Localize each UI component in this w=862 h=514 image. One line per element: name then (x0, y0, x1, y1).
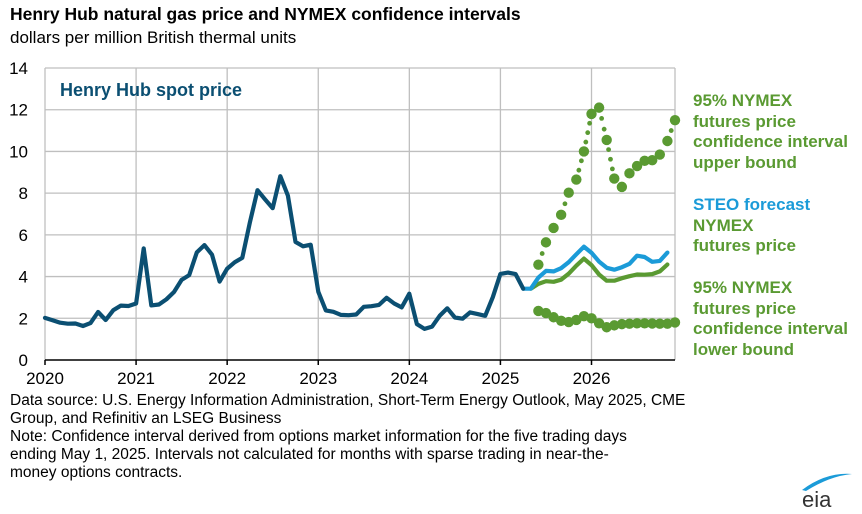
upper-bound-marker (571, 174, 582, 185)
y-tick-label: 0 (19, 351, 28, 370)
upper-bound-connector-dot (562, 201, 568, 207)
upper-bound-marker (609, 173, 620, 184)
x-tick-label: 2023 (299, 369, 337, 388)
x-tick-label: 2021 (117, 369, 155, 388)
chart-title: Henry Hub natural gas price and NYMEX co… (10, 4, 521, 24)
upper-bound-connector-dot (587, 120, 593, 126)
upper-bound-connector-dot (583, 139, 589, 145)
y-tick-label: 8 (19, 184, 28, 203)
y-tick-label: 2 (19, 309, 28, 328)
y-tick-label: 6 (19, 226, 28, 245)
upper-bound-label-line: upper bound (693, 152, 797, 172)
x-tick-label: 2022 (208, 369, 246, 388)
spot-price-line (42, 174, 526, 331)
upper-bound-connector-dot (585, 130, 591, 136)
upper-bound-connector-dot (609, 166, 615, 172)
lower-bound-marker (669, 317, 681, 328)
upper-bound-connector-dot (599, 116, 605, 121)
note-line: ending May 1, 2025. Intervals not calcul… (10, 446, 609, 463)
lower-bound-marker (654, 318, 666, 329)
y-axis-ticks: 0 2 4 6 8 10 12 14 (9, 59, 28, 370)
upper-bound-label-line: confidence interval (693, 132, 848, 151)
upper-bound-marker (578, 146, 590, 157)
upper-bound-marker (631, 160, 643, 172)
data-source-line: Group, and Refinitiv an LSEG Business (10, 410, 282, 427)
upper-bound-marker (533, 259, 544, 270)
steo-forecast-label: STEO forecast NYMEX futures price (693, 195, 810, 257)
data-source-line: Data source: U.S. Energy Information Adm… (10, 392, 686, 409)
upper-bound-label: 95% NYMEX futures price confidence inter… (693, 91, 848, 173)
upper-bound-connector-dot (608, 156, 613, 162)
upper-bound-marker (616, 181, 628, 193)
upper-bound-marker (548, 222, 559, 234)
upper-bound-label-line: futures price (693, 111, 796, 131)
lower-bound-label-line: confidence interval (693, 319, 848, 338)
upper-bound-marker (586, 108, 597, 120)
upper-bound-marker (662, 135, 673, 147)
x-tick-label: 2024 (390, 369, 428, 388)
upper-bound-marker (654, 149, 666, 160)
note-line: Note: Confidence interval derived from o… (10, 428, 627, 445)
upper-bound-marker (593, 102, 605, 113)
chart-subtitle: dollars per million British thermal unit… (10, 28, 297, 47)
lower-bound-marker (586, 313, 597, 324)
upper-bound-connector-dot (539, 251, 545, 256)
x-tick-label: 2026 (573, 369, 611, 388)
series-layer (42, 102, 681, 333)
nymex-futures-line (528, 256, 670, 291)
upper-bound-marker (624, 168, 635, 179)
lower-bound-label-line: lower bound (693, 339, 795, 359)
lower-bound-label-line: futures price (693, 298, 796, 318)
lower-bound-marker (647, 318, 658, 329)
nymex-label-line: futures price (693, 236, 796, 255)
upper-bound-connector-dot (606, 147, 611, 153)
steo-label-line: STEO forecast (693, 195, 811, 214)
upper-bound-connector-dot (601, 126, 607, 132)
upper-bound-marker (601, 134, 612, 146)
lower-bound-label-line: 95% NYMEX (693, 278, 793, 297)
eia-logo: eia (802, 473, 852, 510)
y-tick-label: 12 (9, 101, 28, 120)
upper-bound-marker (555, 209, 567, 221)
x-tick-label: 2020 (26, 369, 64, 388)
eia-logo-text: eia (802, 487, 832, 510)
lower-bound-marker (631, 318, 643, 329)
lower-bound-marker (616, 318, 628, 330)
steo-forecast-line (521, 244, 670, 291)
upper-bound-connector-dot (576, 167, 582, 173)
nymex-label-line: NYMEX (693, 215, 754, 235)
upper-bound-connector-dot (578, 158, 584, 164)
y-tick-label: 10 (9, 142, 28, 161)
lower-bound-marker (540, 307, 552, 319)
lower-bound-label: 95% NYMEX futures price confidence inter… (693, 278, 848, 360)
upper-bound-marker (639, 155, 650, 167)
upper-bound-marker (540, 237, 552, 248)
eia-logo-swoosh-icon (802, 473, 852, 491)
y-tick-label: 14 (9, 59, 28, 78)
note-line: money options contracts. (10, 464, 183, 481)
y-tick-label: 4 (19, 268, 28, 287)
lower-bound-marker (639, 318, 650, 329)
upper-bound-connector-dot (668, 128, 674, 133)
upper-bound-marker (563, 187, 574, 198)
lower-bound-marker (624, 318, 635, 329)
upper-bound-marker (669, 114, 681, 126)
x-axis: 2020 2021 2022 2023 2024 2025 2026 (26, 359, 675, 388)
spot-price-label: Henry Hub spot price (60, 80, 243, 100)
x-tick-label: 2025 (482, 369, 520, 388)
upper-bound-label-line: 95% NYMEX (693, 91, 793, 110)
upper-bound-marker (647, 154, 658, 166)
